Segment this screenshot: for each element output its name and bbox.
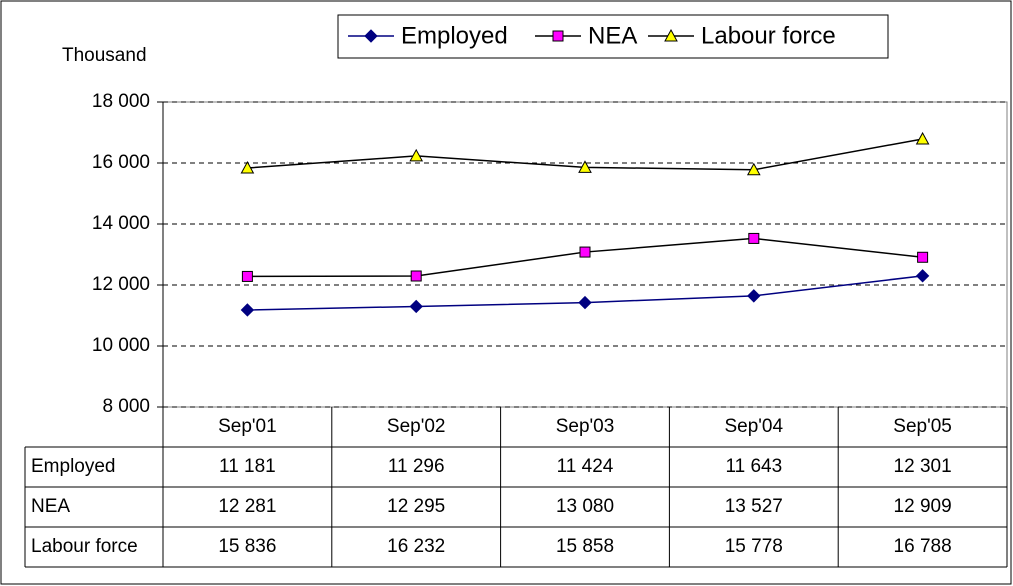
- table-row-header: NEA: [31, 496, 70, 517]
- y-tick-label: 16 000: [92, 152, 150, 173]
- data-point: [915, 131, 930, 145]
- table-cell: 16 232: [387, 536, 445, 557]
- y-tick-label: 10 000: [92, 335, 150, 356]
- x-tick-label: Sep'01: [218, 416, 277, 437]
- data-point: [409, 299, 423, 314]
- legend-marker: [664, 28, 678, 42]
- data-point: [917, 251, 929, 263]
- x-tick-label: Sep'02: [387, 416, 446, 437]
- y-tick-label: 18 000: [92, 91, 150, 112]
- data-point: [578, 160, 592, 173]
- table-cell: 13 080: [556, 496, 614, 517]
- data-point: [746, 162, 761, 176]
- y-axis-label: Thousand: [62, 45, 147, 66]
- legend-label: Labour force: [701, 22, 836, 49]
- x-tick-label: Sep'04: [725, 416, 784, 437]
- data-point: [410, 270, 422, 282]
- data-point: [747, 289, 761, 303]
- table-cell: 11 296: [388, 456, 445, 477]
- data-point: [579, 246, 591, 258]
- y-tick-label: 8 000: [102, 396, 150, 417]
- table-row-header: Labour force: [31, 536, 138, 557]
- table-cell: 12 281: [218, 496, 276, 517]
- table-cell: 11 181: [219, 456, 276, 477]
- table-cell: 13 527: [725, 496, 783, 517]
- table-cell: 12 301: [894, 456, 952, 477]
- data-point: [578, 295, 592, 310]
- table-cell: 15 778: [725, 536, 783, 557]
- data-point: [240, 160, 255, 174]
- table-cell: 16 788: [894, 536, 952, 557]
- legend-marker: [552, 30, 564, 42]
- table-cell: 12 295: [387, 496, 445, 517]
- data-point: [748, 232, 760, 244]
- data-point: [409, 148, 424, 162]
- table-cell: 15 836: [218, 536, 276, 557]
- legend-marker: [364, 29, 378, 43]
- x-tick-label: Sep'05: [893, 416, 952, 437]
- table-cell: 11 424: [557, 456, 614, 477]
- data-point: [240, 303, 255, 317]
- legend-label: Employed: [401, 22, 508, 49]
- legend-label: NEA: [588, 22, 637, 49]
- table-cell: 15 858: [556, 536, 614, 557]
- table-cell: 12 909: [894, 496, 952, 517]
- x-tick-label: Sep'03: [556, 416, 615, 437]
- table-row-header: Employed: [31, 456, 116, 477]
- data-point: [241, 270, 253, 282]
- y-tick-label: 12 000: [92, 274, 150, 295]
- y-tick-label: 14 000: [92, 213, 150, 234]
- data-point: [915, 269, 930, 283]
- table-cell: 11 643: [725, 456, 782, 477]
- legend-box: [337, 14, 889, 59]
